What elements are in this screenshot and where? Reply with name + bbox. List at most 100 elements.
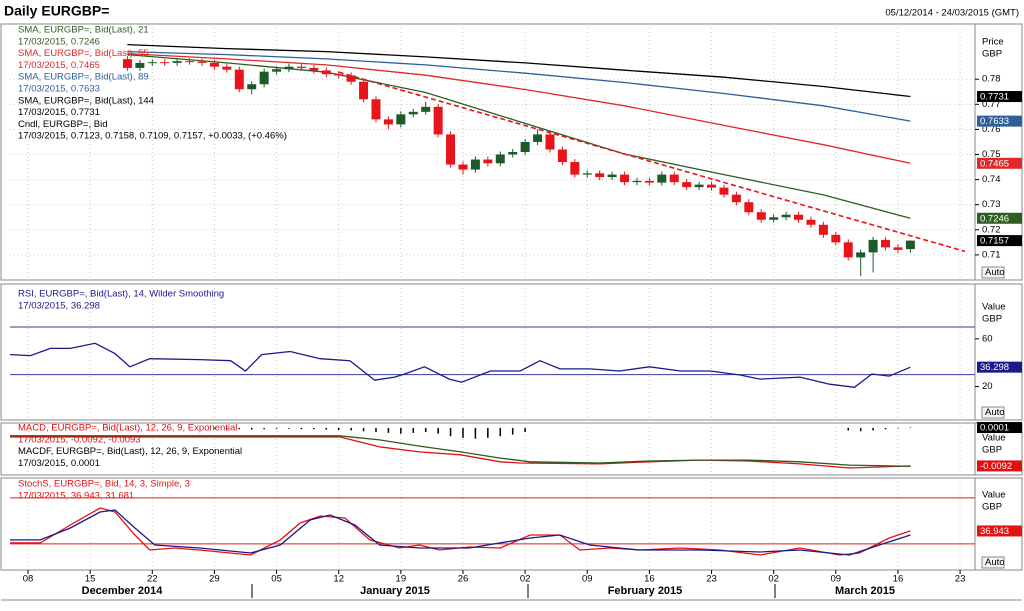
month-label: March 2015 — [835, 585, 895, 597]
candle-body — [533, 134, 543, 142]
candle-body — [781, 214, 791, 218]
axis-title: GBP — [982, 49, 1002, 60]
value-badge-label: 36.298 — [980, 362, 1009, 373]
month-label: January 2015 — [360, 585, 430, 597]
series-line — [127, 53, 911, 219]
histogram-bar — [313, 427, 315, 430]
histogram-bar — [387, 427, 390, 433]
candle-body — [868, 239, 878, 253]
x-tick-label: 02 — [520, 574, 531, 585]
candle-body — [881, 239, 891, 248]
candle-body — [694, 184, 704, 188]
histogram-bar — [226, 427, 228, 430]
x-tick-label: 23 — [955, 574, 966, 585]
x-tick-label: 23 — [706, 574, 717, 585]
series-line — [10, 342, 911, 388]
x-tick-label: 15 — [85, 574, 96, 585]
x-tick-label: 09 — [582, 574, 593, 585]
candle-body — [632, 180, 642, 183]
candle-body — [831, 234, 841, 243]
series-line — [10, 435, 911, 467]
candle-body — [222, 66, 232, 70]
legend-text: 17/03/2015, 0.7246 — [18, 36, 100, 47]
legend-text: 17/03/2015, 0.7633 — [18, 84, 100, 95]
candle-body — [595, 173, 605, 178]
candle-body — [234, 69, 244, 90]
candle-body — [185, 61, 195, 63]
histogram-bar — [325, 427, 328, 430]
histogram-bar — [250, 427, 253, 430]
auto-label: Auto — [985, 557, 1005, 568]
candle-body — [383, 119, 393, 125]
series-line — [10, 509, 911, 556]
candle-body — [508, 152, 518, 155]
x-tick-label: 02 — [768, 574, 779, 585]
candle-body — [197, 61, 207, 63]
plot-area — [10, 25, 975, 279]
histogram-bar — [275, 427, 278, 429]
legend-text: SMA, EURGBP=, Bid(Last), 21 — [18, 25, 149, 36]
candle-body — [209, 62, 219, 67]
candle-body — [396, 114, 406, 125]
series-line — [10, 436, 911, 469]
y-tick-label: 0.71 — [982, 249, 1001, 260]
y-tick-label: 60 — [982, 333, 993, 344]
candle-body — [359, 81, 369, 100]
histogram-bar — [449, 427, 452, 437]
auto-button[interactable] — [981, 406, 1005, 419]
auto-button[interactable] — [981, 556, 1005, 569]
value-badge — [977, 91, 1022, 103]
candle-body — [545, 134, 555, 150]
candle-body — [905, 240, 915, 250]
value-badge-label: 0.7157 — [980, 236, 1009, 247]
candle-body — [607, 174, 617, 178]
candle-body — [259, 71, 269, 85]
x-tick-label: 22 — [147, 574, 158, 585]
histogram-bar — [884, 427, 887, 430]
legend-text: MACD, EURGBP=, Bid(Last), 12, 26, 9, Exp… — [18, 423, 237, 434]
candle-body — [458, 164, 468, 170]
value-badge-label: 36.943 — [980, 526, 1009, 537]
candle-body — [843, 242, 853, 258]
value-badge-label: 0.7731 — [980, 92, 1009, 103]
value-badge — [977, 157, 1022, 169]
candle-body — [769, 217, 779, 220]
histogram-bar — [524, 427, 526, 433]
legend-text: 17/03/2015, 0.0001 — [18, 458, 100, 469]
x-tick-label: 16 — [644, 574, 655, 585]
value-badge-label: 0.7465 — [980, 158, 1009, 169]
candle-body — [135, 62, 145, 68]
histogram-bar — [909, 427, 912, 429]
legend-text: SMA, EURGBP=, Bid(Last), 144 — [18, 95, 154, 106]
series-line — [10, 507, 911, 556]
y-tick-label: 0.73 — [982, 199, 1001, 210]
histogram-bar — [300, 427, 303, 430]
legend-text: 17/03/2015, 0.7465 — [18, 60, 100, 71]
histogram-bar — [337, 427, 340, 431]
candle-body — [794, 214, 804, 220]
auto-button[interactable] — [981, 266, 1005, 279]
legend-text: StochS, EURGBP=, Bid, 14, 3, Simple, 3 — [18, 479, 190, 490]
y-tick-label: 0.75 — [982, 149, 1001, 160]
month-label: February 2015 — [608, 585, 683, 597]
y-tick-label: 20 — [982, 381, 993, 392]
y-tick-label: 0.77 — [982, 99, 1001, 110]
legend-text: SMA, EURGBP=, Bid(Last), 55 — [18, 48, 149, 59]
value-badge-label: 0.7246 — [980, 213, 1009, 224]
legend-text: Cndl, EURGBP=, Bid — [18, 119, 108, 130]
histogram-bar — [263, 427, 265, 430]
histogram-bar — [474, 427, 477, 439]
histogram-bar — [859, 427, 862, 432]
candle-body — [806, 219, 816, 225]
x-tick-label: 12 — [333, 574, 344, 585]
axis-title: GBP — [982, 502, 1002, 513]
candle-body — [408, 111, 418, 115]
month-label: December 2014 — [82, 585, 164, 597]
histogram-bar — [400, 427, 402, 434]
panel-frame — [0, 422, 1023, 476]
series-line — [127, 43, 911, 98]
histogram-bar — [872, 427, 874, 431]
panel-frame — [0, 283, 1023, 421]
axis-title: Value — [982, 490, 1006, 501]
